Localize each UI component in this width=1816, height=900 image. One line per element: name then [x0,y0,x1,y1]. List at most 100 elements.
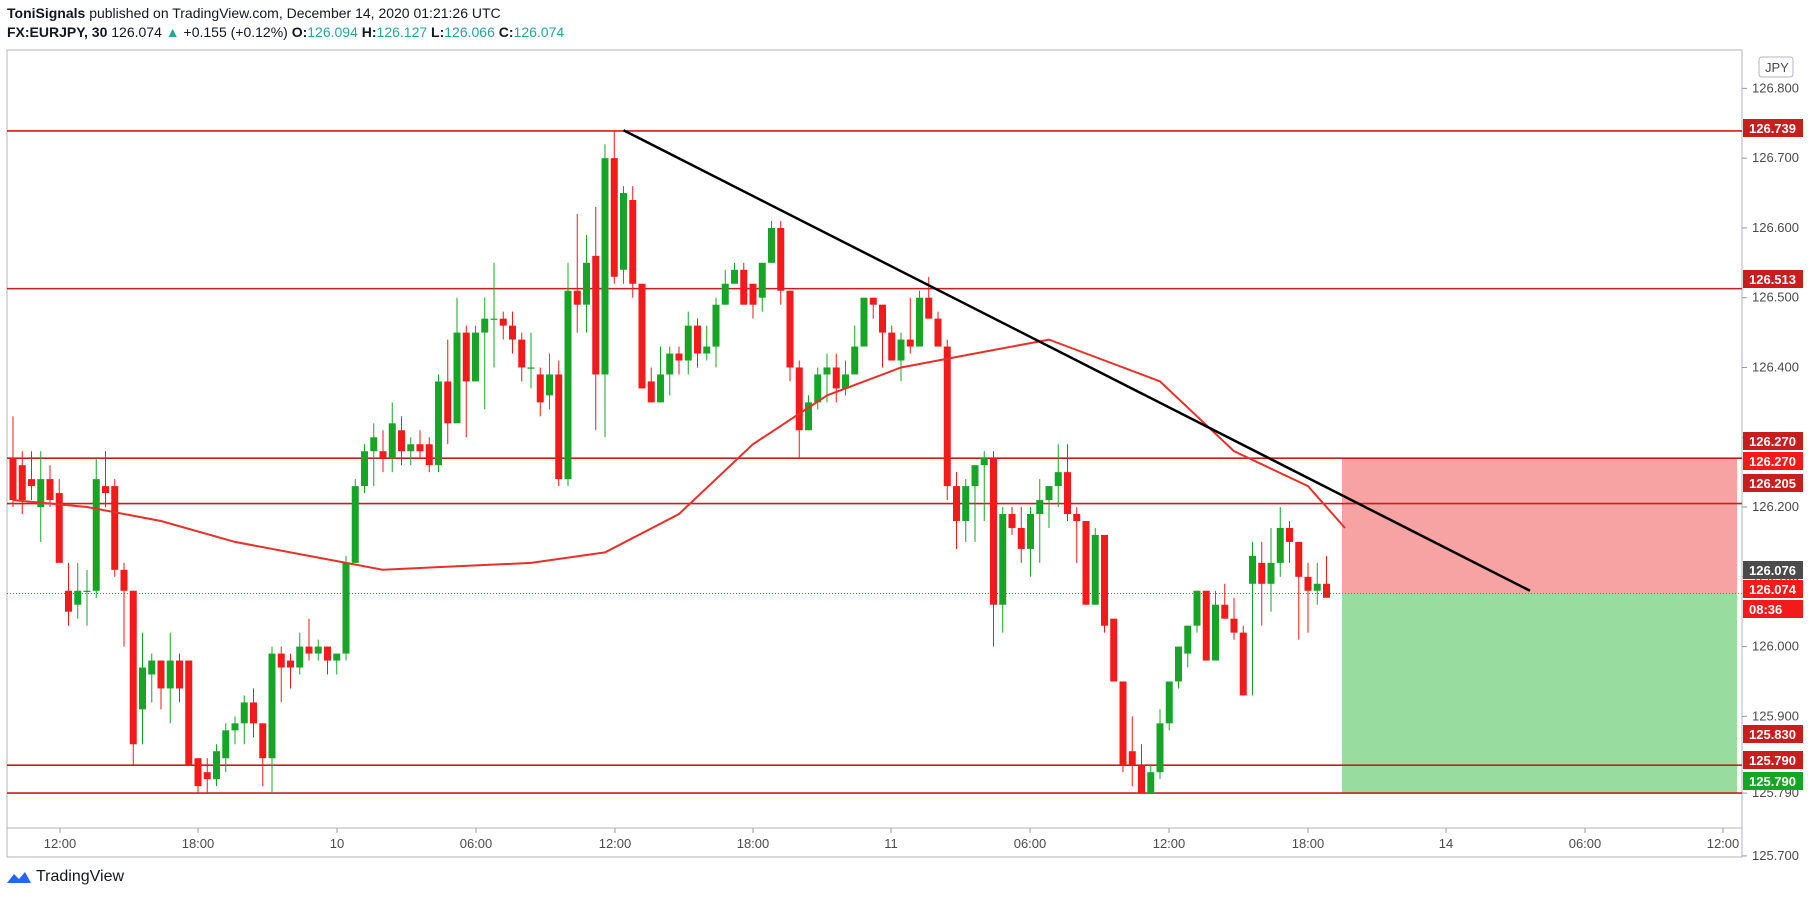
candle-body-8 [83,590,91,592]
candle-body-1 [18,465,26,501]
candle-body-128 [1193,590,1201,626]
candle-body-69 [647,381,655,403]
candle-body-86 [805,402,812,431]
price-tag-label-1: 126.513 [1749,272,1796,287]
candle-body-115 [1073,514,1081,521]
price-tag-4 [1743,474,1803,492]
candle-body-19 [185,660,193,766]
candle-body-73 [684,325,692,361]
candle-body-21 [203,772,211,780]
author-name[interactable]: ToniSignals [7,5,86,21]
price-tag-8 [1743,725,1803,743]
price-tick-label-9: 125.900 [1752,708,1799,723]
price-tag-label-8: 125.830 [1749,727,1796,742]
price-tick-label-1: 126.700 [1752,150,1799,165]
tradingview-footer[interactable]: TradingView [6,868,124,886]
candle-body-103 [962,486,970,521]
candle-body-98 [916,297,923,347]
candle-body-89 [832,367,840,389]
price-tag-label-5: 126.076 [1749,563,1796,578]
candle-body-56 [527,367,535,369]
candle-body-32 [305,646,313,654]
candle-body-118 [1101,534,1108,626]
candle-body-96 [897,339,905,361]
price-tag-1 [1743,270,1803,288]
moving-average-line [12,338,1346,571]
candle-body-122 [1138,765,1145,794]
time-tick-label-11: 06:00 [1569,836,1602,851]
candle-body-57 [536,374,544,403]
candle-body-72 [675,353,683,361]
price-tag-10 [1743,772,1803,790]
candle-body-51 [481,318,489,333]
candle-body-80 [749,283,757,305]
candle-body-141 [1313,583,1321,591]
symbol-name: FX:EURJPY, 30 [7,24,108,40]
candle-body-135 [1258,562,1266,584]
candle-body-36 [342,562,350,654]
candle-body-49 [462,332,470,382]
candle-body-3 [37,479,45,508]
price-tag-label-7: 08:36 [1749,602,1782,617]
price-tick-label-4: 126.400 [1752,359,1799,374]
candle-body-124 [1156,723,1164,773]
open-label: O: [291,24,308,40]
candle-body-129 [1202,590,1210,661]
candle-body-126 [1175,646,1182,682]
price-tick-label-6: 126.200 [1752,499,1799,514]
candle-body-87 [814,374,822,403]
candle-body-116 [1082,520,1090,605]
time-tick-label-9: 18:00 [1292,836,1325,851]
publish-line: ToniSignals published on TradingView.com… [7,4,564,23]
candle-body-53 [499,318,507,326]
candle-body-142 [1323,583,1330,598]
price-tick-label-2: 126.600 [1752,220,1799,235]
candle-body-82 [768,227,775,263]
candle-body-107 [999,514,1007,605]
candle-body-110 [1027,514,1034,549]
time-tick-label-4: 12:00 [599,836,632,851]
candle-body-25 [240,702,248,724]
open-value: 126.094 [307,24,358,40]
candle-body-10 [102,486,109,494]
candle-body-102 [953,486,960,521]
price-tick-label-0: 126.800 [1752,80,1799,95]
candle-body-112 [1045,486,1053,501]
time-tick-label-12: 12:00 [1707,836,1740,851]
stop-loss-zone [1342,458,1737,594]
price-chart[interactable]: 126.800126.700126.600126.500126.400126.3… [0,0,1816,865]
publish-info: published on TradingView.com, December 1… [89,5,501,21]
candle-body-75 [703,346,711,354]
candle-body-11 [111,486,119,570]
candle-body-100 [934,318,942,347]
candle-body-71 [666,353,674,375]
candle-body-45 [425,444,433,466]
price-tag-label-0: 126.739 [1749,121,1796,136]
candle-body-65 [610,158,618,277]
candle-body-7 [74,590,82,605]
candle-body-76 [712,304,720,347]
close-value: 126.074 [513,24,565,40]
candle-body-95 [888,332,896,361]
time-tick-label-10: 14 [1439,836,1453,851]
time-tick-label-5: 18:00 [737,836,770,851]
candle-body-4 [46,479,54,501]
candle-body-111 [1036,500,1044,515]
candle-body-134 [1249,555,1256,584]
time-tick-label-7: 06:00 [1014,836,1047,851]
candle-body-120 [1119,681,1127,766]
price-tag-label-2: 126.270 [1749,434,1796,449]
price-change: +0.155 (+0.12%) [183,24,288,40]
candle-body-14 [139,667,146,710]
currency-label: JPY [1765,60,1789,75]
high-label: H: [361,24,377,40]
candle-body-137 [1276,527,1284,563]
take-profit-zone [1342,593,1737,794]
candle-body-117 [1091,534,1099,605]
price-tick-label-3: 126.500 [1752,290,1799,305]
candle-body-99 [925,297,933,319]
candle-body-0 [9,458,17,501]
candle-body-43 [407,444,415,452]
candle-body-20 [194,758,202,787]
up-arrow-icon: ▲ [165,24,180,40]
